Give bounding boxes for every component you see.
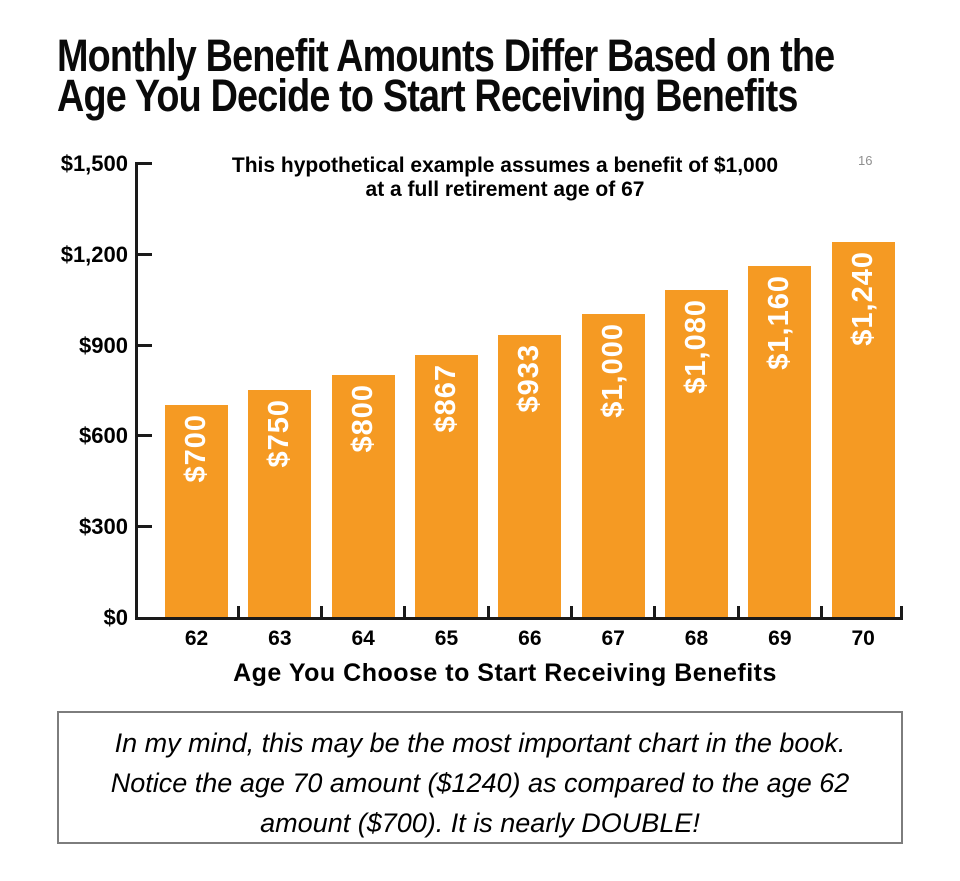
bar-age-67: $1,000: [581, 314, 645, 617]
page-title: Monthly Benefit Amounts Differ Based on …: [57, 30, 835, 121]
page-number: 16: [858, 153, 873, 168]
x-axis-line: [135, 617, 903, 620]
bar-age-68: $1,080: [664, 290, 728, 617]
note-text: In my mind, this may be the most importa…: [59, 713, 901, 843]
bar-value-label: $700: [180, 414, 212, 483]
x-axis-tick: [819, 606, 823, 617]
x-tick-label: 66: [518, 627, 542, 650]
y-axis-tick: [135, 434, 152, 438]
bar-value-label: $867: [429, 364, 462, 433]
x-tick-label: 62: [184, 627, 209, 650]
y-tick-label: $900: [79, 332, 128, 358]
bar-age-63: $750: [248, 390, 312, 617]
chart-subtitle-line1: This hypothetical example assumes a bene…: [231, 154, 779, 177]
bar-value-label: $1,160: [763, 275, 796, 370]
x-axis-tick: [236, 606, 240, 617]
note-box: In my mind, this may be the most importa…: [57, 711, 903, 844]
bar-value-label: $1,240: [846, 251, 879, 346]
y-axis-tick: [135, 525, 152, 529]
bar-value-label: $1,080: [679, 299, 712, 394]
y-axis-tick: [135, 252, 152, 256]
y-tick-label: $0: [103, 605, 128, 630]
bar-age-64: $800: [331, 375, 395, 617]
note-line1: In my mind, this may be the most importa…: [114, 728, 846, 758]
x-tick-label: 65: [434, 627, 459, 650]
chart-subtitle-line2: at a full retirement age of 67: [365, 178, 645, 201]
bar-age-65: $867: [414, 355, 478, 617]
y-tick-label: $600: [79, 423, 128, 449]
x-axis-tick: [736, 606, 740, 617]
x-axis-tick: [486, 606, 490, 617]
bar-age-66: $933: [498, 335, 562, 617]
x-tick-label: 68: [684, 627, 709, 650]
x-axis-tick: [653, 606, 657, 617]
bar-age-69: $1,160: [748, 266, 812, 617]
x-tick-label: 67: [601, 627, 625, 650]
bar-value-label: $1,000: [596, 323, 629, 418]
y-axis-line: [135, 163, 138, 620]
x-tick-label: 69: [768, 627, 792, 650]
bar-age-70: $1,240: [831, 242, 895, 617]
y-axis-tick: [135, 343, 152, 347]
note-line2: Notice the age 70 amount ($1240) as comp…: [110, 768, 850, 798]
x-tick-label: 63: [268, 627, 292, 650]
bar-value-label: $933: [513, 344, 546, 413]
x-axis-tick: [403, 606, 407, 617]
y-tick-label: $300: [79, 514, 128, 540]
page-title-line1: Monthly Benefit Amounts Differ Based on …: [57, 30, 835, 81]
chart-subtitle: This hypothetical example assumes a bene…: [135, 154, 875, 202]
y-axis-tick: [135, 162, 152, 165]
y-tick-label: $1,200: [60, 241, 128, 267]
x-tick-label: 64: [351, 627, 375, 650]
x-axis-tick: [319, 606, 323, 617]
y-tick-label: $1,500: [60, 151, 128, 176]
x-axis-tick: [569, 606, 573, 617]
x-axis-end-tick: [900, 606, 903, 617]
note-line3: amount ($700). It is nearly DOUBLE!: [260, 808, 700, 838]
bar-value-label: $800: [346, 384, 379, 453]
page-title-line2: Age You Decide to Start Receiving Benefi…: [57, 70, 798, 121]
bar-age-62: $700: [165, 405, 228, 617]
x-tick-label: 70: [851, 627, 875, 650]
bar-value-label: $750: [263, 399, 296, 468]
x-axis-title: Age You Choose to Start Receiving Benefi…: [233, 659, 777, 687]
